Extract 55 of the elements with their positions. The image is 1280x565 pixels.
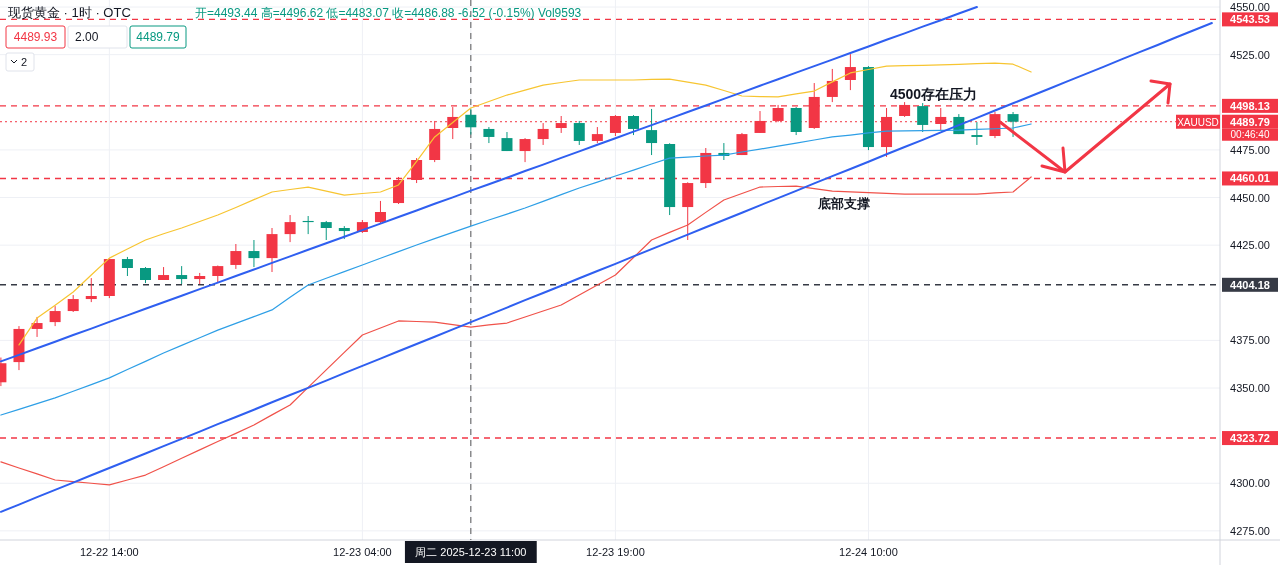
text: 开=4493.44 高=4496.62 低=4483.07 收=4486.88 -6.52 (-0.15%) Vol9593: [195, 6, 582, 20]
x-tick-label: 12-22 14:00: [79, 546, 139, 558]
y-tick-label: 4525.00: [1230, 48, 1270, 61]
x-tick-label: 12-23 04:00: [333, 546, 392, 558]
candlestick: [248, 239, 260, 268]
candlestick: [628, 114, 639, 136]
candlestick: [121, 256, 133, 277]
y-tick-label: 4425.00: [1230, 239, 1270, 252]
candlestick: [790, 106, 802, 136]
ref-line-label: 4404.18: [1230, 278, 1270, 291]
y-tick-label: 4375.00: [1230, 334, 1270, 347]
candlestick: [519, 137, 531, 163]
annotation: 2: [21, 56, 28, 68]
text: 00:46:40: [1230, 129, 1270, 141]
line-series: [0, 176, 1032, 486]
candlestick: [483, 126, 495, 144]
annotation: 底部支撑: [817, 196, 870, 211]
candlestick: [989, 111, 1001, 139]
annotation: 4500存在压力: [890, 86, 978, 102]
y-tick-label: 4450.00: [1230, 191, 1270, 204]
candlestick: [537, 122, 549, 146]
candlestick: [573, 120, 585, 146]
candlestick: [826, 68, 838, 103]
candlestick: [1007, 111, 1019, 138]
annotation: 4489.79: [136, 30, 181, 44]
candlestick: [320, 220, 332, 241]
candlestick: [971, 121, 983, 146]
candlestick: [85, 277, 97, 303]
ref-line-label: 4460.01: [1230, 172, 1270, 185]
candlestick: [49, 305, 61, 327]
candlestick: [284, 214, 296, 243]
candlestick: [682, 181, 694, 241]
ref-line-label: 4489.79: [1230, 115, 1270, 128]
candlestick: [917, 102, 929, 133]
x-tick-label: 12-24 10:00: [839, 546, 898, 558]
ref-line-label: 4323.72: [1230, 432, 1270, 445]
y-tick-label: 4350.00: [1230, 382, 1270, 394]
x-tick-label: 12-23 19:00: [586, 546, 645, 558]
line-series: [0, 123, 1032, 416]
chart-title: 现货黄金 · 1时 · OTC: [8, 5, 131, 20]
candlestick: [646, 108, 658, 156]
candlestick: [230, 243, 242, 270]
y-tick-label: 4475.00: [1230, 143, 1270, 156]
annotation: 4489.93: [13, 30, 58, 44]
ref-line-label: 4498.13: [1230, 99, 1270, 112]
annotation: XAUUSD: [1177, 116, 1219, 128]
candlestick: [465, 108, 477, 136]
annotation: 2.00: [75, 30, 99, 44]
y-tick-label: 4550.00: [1230, 1, 1270, 14]
x-tick-label: 周二 2025-12-23 11:00: [415, 546, 527, 558]
y-tick-label: 4275.00: [1230, 524, 1270, 537]
candlestick: [374, 200, 386, 224]
y-tick-label: 4300.00: [1230, 477, 1270, 490]
candlestick: [31, 316, 43, 338]
ref-line-label: 4543.53: [1230, 13, 1270, 26]
